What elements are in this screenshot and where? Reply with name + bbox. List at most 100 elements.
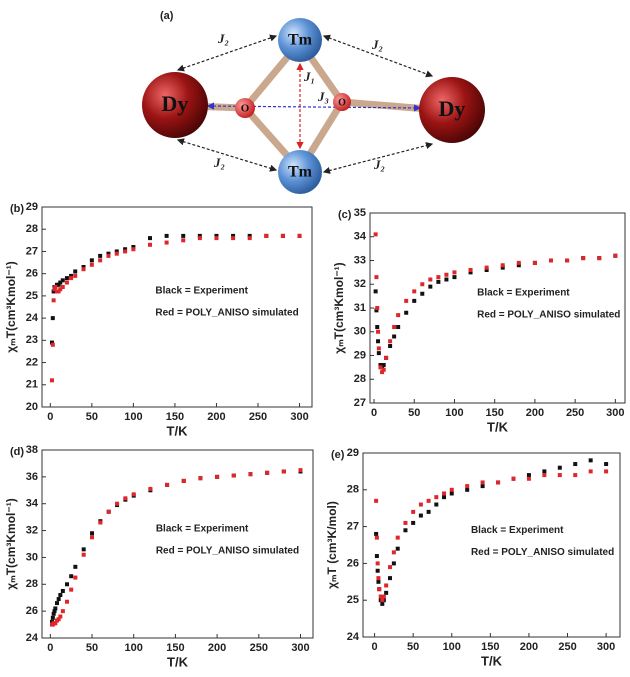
x-axis-label: T/K [487,419,509,434]
data-point [50,316,55,321]
data-point [434,495,439,500]
data-point [500,263,505,268]
data-point [58,280,63,285]
x-tick-label: 50 [408,407,420,419]
x-tick-label: 0 [47,642,53,654]
data-point [69,574,74,579]
data-point [412,289,417,294]
y-tick-label: 27 [354,397,366,409]
chart: 27 28 29 30 31 32 33 34 35 0 50 100 150 200 250 300 (c) T… [332,207,626,434]
y-tick-label: 28 [26,223,38,235]
data-point [115,501,120,506]
data-point [516,263,521,268]
y-tick-label: 24 [26,632,39,644]
chart: 24 25 26 27 28 29 0 50 100 150 200 250 300 (e) T/K χₘT … [325,447,621,668]
y-tick-label: 28 [354,373,366,385]
data-point [197,236,202,241]
y-tick-label: 30 [354,326,366,338]
data-point [376,346,381,351]
data-point [573,473,578,478]
data-point [392,325,397,329]
y-tick-label: 28 [347,484,359,496]
data-point [49,340,54,345]
data-point [51,289,56,294]
data-point [106,251,111,256]
data-point [51,298,56,303]
data-point [380,601,385,606]
data-point [81,267,86,272]
x-tick-label: 150 [481,641,499,653]
y-tick-label: 35 [354,207,366,219]
y-tick-label: 24 [26,312,39,324]
data-point [106,253,111,258]
atom-label: Dy [439,96,466,121]
data-point [376,576,381,581]
data-point [60,589,65,593]
data-point [73,269,78,274]
x-tick-label: 100 [124,411,142,423]
legend-entry: Red = POLY_ANISO simulated [156,546,299,557]
chart: 24 26 28 30 32 34 36 38 0 50 100 150 200 250 300 (d) T/K… [4,444,314,669]
data-point [69,273,74,278]
y-axis-label: χₘT(cm³Kmol⁻¹) [332,262,346,353]
y-tick-label: 32 [354,278,366,290]
data-point [265,470,270,475]
x-tick-label: 200 [208,642,226,654]
y-tick-label: 26 [347,557,359,569]
data-point [231,473,236,478]
x-tick-label: 300 [606,407,624,419]
data-point [148,486,153,491]
x-tick-label: 50 [86,411,98,423]
legend-entry: Red = POLY_ANISO simulated [155,308,298,319]
data-point [526,473,531,478]
data-point [500,265,505,270]
data-point [411,520,416,525]
data-point [231,236,236,241]
plot-frame [41,206,313,408]
x-tick-label: 200 [207,411,225,423]
data-point [81,547,86,552]
data-point [381,363,386,367]
data-point [468,270,473,275]
x-tick-label: 250 [558,641,576,653]
data-point [214,236,219,241]
data-point [50,342,55,347]
data-point [64,280,69,285]
y-tick-label: 24 [347,631,360,643]
data-point [373,232,378,237]
data-point [403,520,408,525]
data-point [165,482,170,487]
coupling-label: J₃ [317,89,329,104]
data-point [131,245,136,249]
data-point [542,473,547,478]
data-point [412,298,417,303]
data-point [374,554,379,559]
y-tick-label: 32 [26,524,38,536]
data-point [73,575,78,580]
data-point [81,265,86,269]
data-point [449,491,454,496]
data-point [384,583,389,588]
y-tick-label: 29 [26,201,38,213]
data-point [378,365,383,370]
data-point [53,621,58,626]
data-point [384,355,389,360]
y-tick-label: 22 [26,356,38,368]
data-point [391,561,396,566]
data-point [381,367,386,372]
data-point [428,277,433,282]
data-point [131,492,136,497]
plot-frame [369,212,626,404]
data-point [395,535,400,540]
data-point [81,552,86,557]
x-tick-label: 300 [597,641,615,653]
data-point [376,351,381,356]
y-tick-label: 29 [347,447,359,459]
x-tick-label: 50 [407,641,419,653]
data-point [388,576,393,581]
data-point [65,599,70,604]
data-point [69,587,74,592]
data-point [247,233,252,238]
data-point [465,484,470,489]
y-tick-label: 27 [26,245,38,257]
